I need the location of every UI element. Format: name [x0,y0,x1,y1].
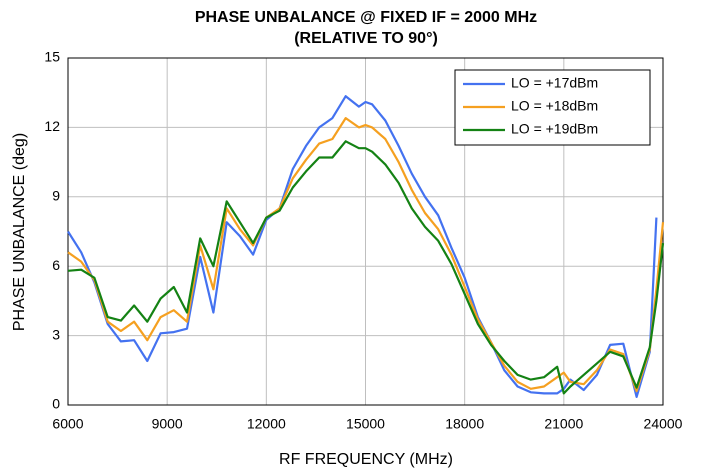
series-line [67,117,665,393]
chart-title: (RELATIVE TO 90°) [294,30,438,47]
x-tick-label: 21000 [544,416,583,432]
x-tick-label: 9000 [152,416,183,432]
x-tick-label: 18000 [445,416,484,432]
x-tick-label: 6000 [52,416,83,432]
y-tick-label: 0 [52,396,60,412]
y-axis-label: PHASE UNBALANCE (deg) [11,133,28,331]
legend-label: LO = +18dBm [511,98,598,114]
y-tick-label: 6 [52,257,60,273]
x-axis-label: RF FREQUENCY (MHz) [279,451,453,468]
y-tick-label: 15 [44,49,60,65]
y-tick-label: 12 [44,118,60,134]
series-line [67,95,658,398]
x-tick-label: 15000 [346,416,385,432]
series-line [67,140,665,395]
x-tick-label: 24000 [644,416,683,432]
y-tick-label: 3 [52,326,60,342]
x-tick-label: 12000 [247,416,286,432]
legend-label: LO = +19dBm [511,121,598,137]
chart-title: PHASE UNBALANCE @ FIXED IF = 2000 MHz [195,9,537,26]
legend-label: LO = +17dBm [511,75,598,91]
y-tick-label: 9 [52,188,60,204]
